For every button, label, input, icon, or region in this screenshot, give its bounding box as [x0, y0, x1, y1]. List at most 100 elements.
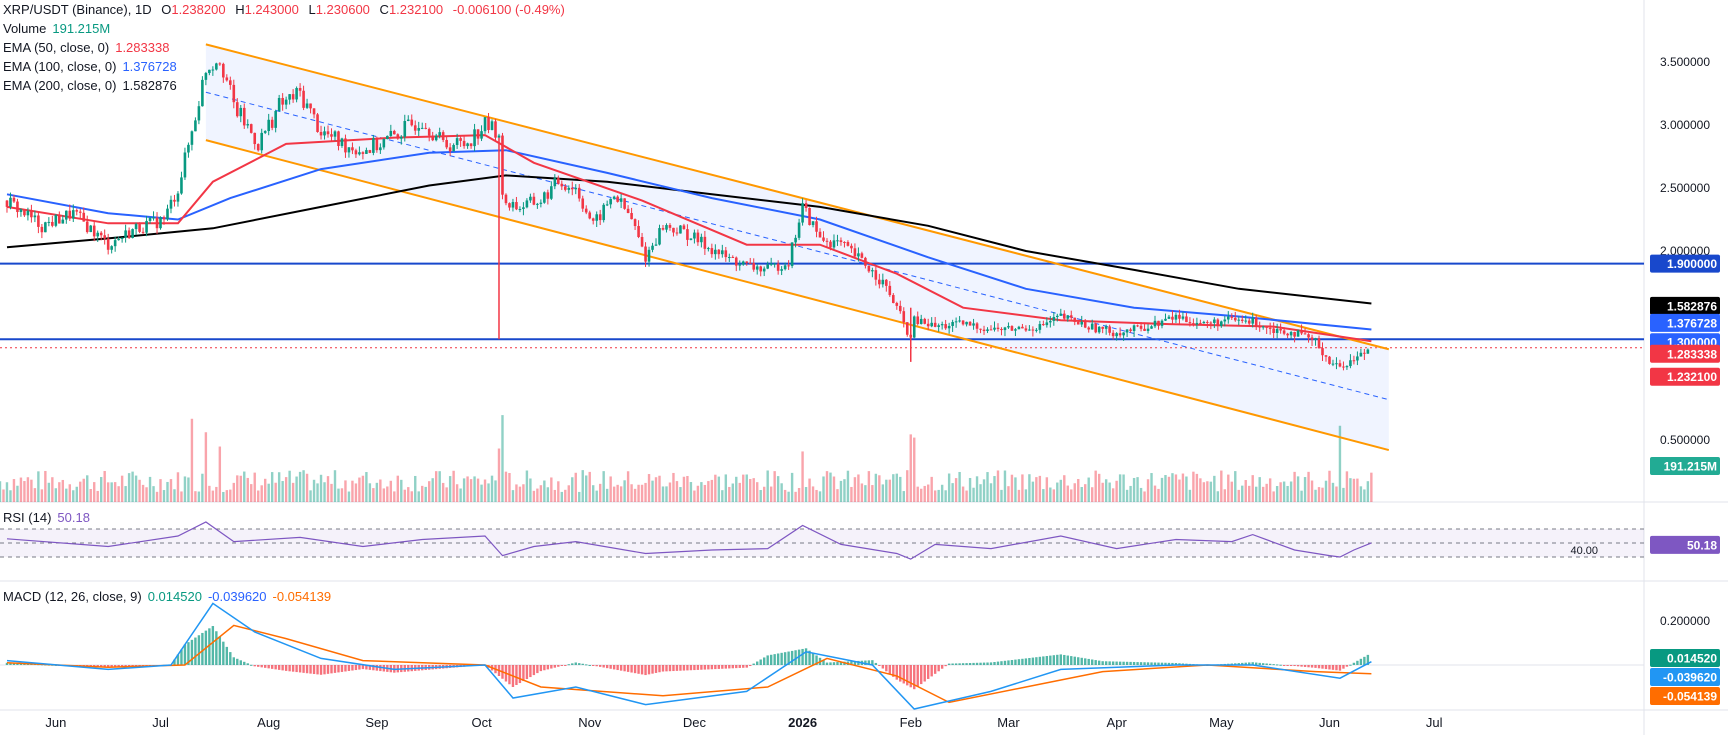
macd-hist-bar [780, 652, 783, 665]
candle-body [386, 135, 389, 140]
volume-bar [1234, 471, 1237, 502]
macd-hist-bar [595, 665, 598, 667]
volume-bar [557, 481, 560, 502]
volume-bar [393, 491, 396, 502]
volume-bar [752, 478, 755, 502]
volume-bar [113, 482, 117, 502]
candle-body [1240, 319, 1244, 321]
volume-bar [1056, 482, 1059, 502]
volume-bar [452, 470, 455, 502]
candle-body [818, 231, 822, 238]
macd-hist-bar [270, 665, 274, 669]
macd-hist-bar [703, 665, 707, 670]
candle-body [801, 203, 804, 223]
volume-bar [661, 486, 665, 502]
macd-hist-bar [309, 665, 312, 674]
volume-legend[interactable]: Volume 191.215M [3, 21, 111, 36]
volume-bar [1042, 489, 1045, 502]
volume-bar [1331, 482, 1335, 502]
volume-bar [780, 483, 783, 502]
candle-body [256, 144, 260, 151]
volume-bar [194, 491, 197, 502]
candle-body [1293, 332, 1296, 337]
volume-bar [759, 490, 762, 502]
candle-body [1174, 314, 1178, 320]
candle-body [577, 187, 581, 199]
volume-bar [1321, 487, 1324, 502]
candle-body [595, 214, 598, 221]
volume-bar [913, 437, 916, 502]
volume-bar [236, 475, 239, 502]
candle-body [1028, 329, 1031, 331]
volume-bar [26, 477, 30, 502]
volume-bar [647, 474, 651, 502]
candle-body [1206, 321, 1209, 323]
candle-body [1307, 334, 1310, 338]
candle-body [518, 209, 522, 211]
volume-bar [407, 487, 410, 502]
candle-body [305, 103, 309, 108]
macd-hist-bar [940, 665, 944, 669]
candle-body [1056, 315, 1059, 318]
ohlc-open: O1.238200 [161, 2, 226, 17]
volume-bar [1146, 479, 1150, 502]
volume-bar [1080, 486, 1083, 502]
candle-body [912, 316, 916, 338]
macd-hist-bar [284, 665, 288, 671]
volume-bar [930, 476, 933, 502]
macd-hist-bar [1021, 658, 1024, 665]
ema200-legend[interactable]: EMA (200, close, 0) 1.582876 [3, 78, 177, 93]
macd-hist-bar [585, 664, 588, 666]
candle-body [1042, 324, 1045, 326]
ema50-legend[interactable]: EMA (50, close, 0) 1.283338 [3, 40, 170, 55]
macd-hist-bar [124, 665, 127, 667]
macd-hist-bar [986, 662, 989, 665]
candle-body [445, 139, 448, 148]
candle-body [633, 219, 637, 227]
volume-bar [414, 475, 417, 502]
candle-body [267, 119, 270, 132]
macd-hist-bar [721, 665, 724, 669]
volume-bar [717, 476, 721, 502]
candle-body [480, 131, 483, 139]
volume-bar [1108, 482, 1111, 502]
candle-body [487, 117, 490, 130]
rsi-legend[interactable]: RSI (14) 50.18 [3, 510, 90, 525]
volume-bar [79, 481, 82, 502]
ema50-tag: 1.283338 [1667, 347, 1717, 361]
volume-bar [654, 477, 658, 502]
macd-hist-bar [1143, 662, 1146, 665]
volume-bar [448, 476, 452, 502]
volume-bar [1307, 471, 1310, 502]
volume-bar [836, 489, 839, 502]
macd-hist-bar [637, 665, 640, 674]
volume-bar [756, 482, 759, 502]
volume-bar [1209, 481, 1213, 502]
candle-body [127, 230, 131, 239]
candle-body [1331, 363, 1335, 365]
volume-bar [215, 486, 218, 502]
macd-legend[interactable]: MACD (12, 26, close, 9) 0.014520 -0.039620… [3, 589, 332, 604]
volume-bar [703, 484, 707, 502]
volume-bar [218, 446, 222, 502]
macd-hist-bar [769, 654, 773, 665]
volume-bar [598, 483, 602, 502]
ema100-legend[interactable]: EMA (100, close, 0) 1.376728 [3, 59, 177, 74]
macd-hist-bar [574, 662, 577, 665]
macd-hist-bar [668, 665, 672, 672]
macd-hist-bar [274, 665, 277, 670]
macd-hist-bar [954, 663, 958, 665]
macd-hist-bar [832, 662, 836, 665]
candle-body [563, 186, 567, 190]
candle-body [1178, 314, 1181, 319]
candle-body [372, 138, 375, 153]
macd-hist-bar [1063, 654, 1066, 665]
volume-bar [511, 490, 515, 502]
volume-bar [473, 476, 476, 502]
volume-bar [319, 474, 323, 502]
volume-bar [1335, 486, 1338, 502]
candle-body [916, 316, 920, 324]
macd-hist-bar [1335, 665, 1338, 671]
volume-bar [878, 475, 881, 502]
